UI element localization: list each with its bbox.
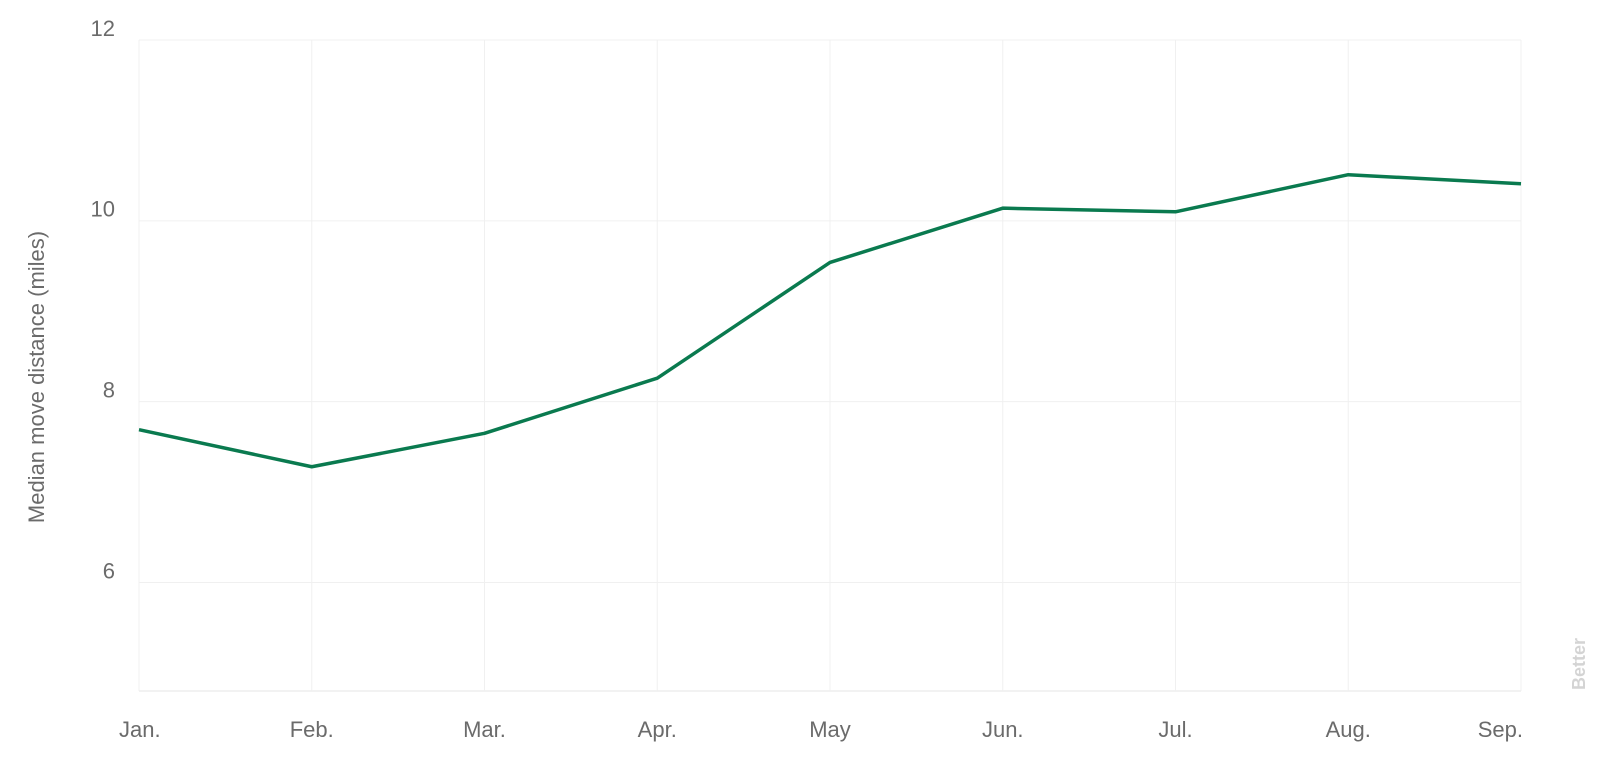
data-line <box>138 172 1522 469</box>
x-tick-label: Aug. <box>1326 717 1371 742</box>
y-axis-title: Median move distance (miles) <box>24 231 49 523</box>
x-tick-label: May <box>809 717 851 742</box>
x-tick-label: Mar. <box>463 717 506 742</box>
x-tick-label: Jan. <box>119 717 161 742</box>
watermark: Better <box>1569 638 1589 690</box>
y-tick-label: 10 <box>91 197 115 222</box>
x-tick-label: Jun. <box>982 717 1024 742</box>
y-tick-label: 12 <box>91 16 115 41</box>
x-tick-label: Apr. <box>638 717 677 742</box>
y-tick-label: 8 <box>103 377 115 402</box>
y-tick-label: 6 <box>103 558 115 583</box>
x-tick-label: Sep. <box>1478 717 1523 742</box>
x-tick-label: Feb. <box>290 717 334 742</box>
x-tick-label: Jul. <box>1158 717 1192 742</box>
